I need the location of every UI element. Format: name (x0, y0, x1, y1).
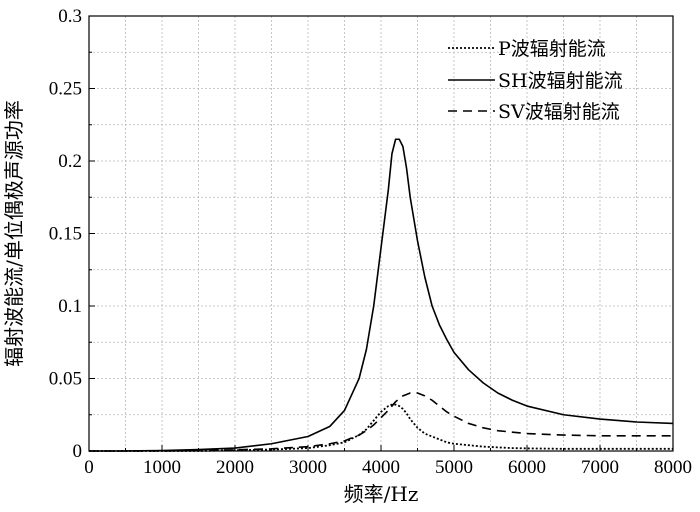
series-line (89, 138, 674, 452)
x-tick-label: 5000 (435, 457, 473, 478)
y-tick-label: 0.2 (58, 151, 82, 172)
legend: P波辐射能流 SH波辐射能流 SV波辐射能流 (448, 38, 623, 123)
x-tick-label: 8000 (654, 457, 692, 478)
y-tick-label: 0.1 (58, 296, 82, 317)
y-tick-label: 0.15 (49, 224, 82, 245)
y-tick-label: 0.3 (58, 6, 82, 27)
y-tick-label: 0.05 (49, 369, 82, 390)
y-axis-title: 辐射波能流/单位偶极声源功率 (2, 100, 26, 367)
x-tick-label: 4000 (362, 457, 400, 478)
series-line (89, 403, 673, 452)
x-tick-label: 1000 (143, 457, 181, 478)
legend-label: SH波辐射能流 (498, 70, 623, 92)
x-tick-label: 6000 (508, 457, 546, 478)
legend-label: P波辐射能流 (498, 38, 606, 60)
x-tick-label: 7000 (581, 457, 619, 478)
x-axis-title: 频率/Hz (344, 482, 419, 506)
x-tick-label: 0 (84, 457, 94, 478)
gridlines (89, 16, 673, 451)
series-line (89, 392, 673, 452)
y-tick-label: 0.25 (49, 79, 82, 100)
axis-ticks: 0 1000 2000 3000 4000 5000 6000 7000 8000 0 0.05 0.… (49, 6, 692, 478)
series-lines (89, 138, 674, 452)
x-tick-label: 2000 (216, 457, 254, 478)
x-tick-label: 3000 (289, 457, 327, 478)
legend-label: SV波辐射能流 (498, 101, 620, 123)
y-tick-label: 0 (73, 441, 83, 462)
